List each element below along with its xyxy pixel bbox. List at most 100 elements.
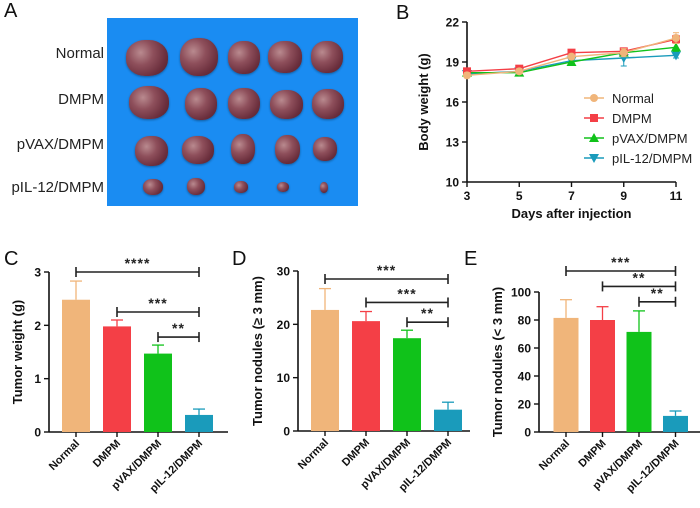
tumor-nodule [231, 134, 255, 164]
x-tick-label: 9 [620, 189, 627, 203]
legend-label: DMPM [612, 111, 652, 126]
marker-triangle-up [566, 57, 577, 66]
legend-label: pVAX/DMPM [612, 131, 688, 146]
significance-label: **** [125, 255, 151, 271]
chart-b: 10 13 16 19 22 3 5 7 9 11 Days after injection Body… [416, 16, 692, 222]
panel-letter-d: D [232, 248, 247, 270]
marker-square [590, 114, 598, 122]
tumor-nodule [126, 40, 168, 76]
bar-pvax-dmpm [393, 338, 421, 431]
y-tick-label: 3 [34, 266, 41, 280]
marker-triangle-down [589, 154, 599, 163]
row-label-pil12: pIL-12/DMPM [11, 179, 104, 196]
y-tick-label: 60 [518, 342, 532, 356]
significance-label: *** [611, 254, 630, 270]
x-tick-label: DMPM [340, 437, 372, 469]
marker-circle [515, 67, 524, 76]
y-tick-label: 10 [446, 176, 460, 190]
significance-label: ** [421, 305, 434, 321]
marker-circle [619, 48, 628, 57]
y-tick-label: 80 [518, 314, 532, 328]
tumor-nodule [311, 41, 343, 73]
x-tick-label: Normal [537, 438, 572, 473]
tumor-nodule [228, 88, 260, 119]
tumor-nodule [275, 135, 300, 164]
panel-letter-a: A [4, 0, 18, 22]
y-tick-label: 0 [524, 426, 531, 440]
marker-circle [590, 94, 598, 102]
bar-dmpm [352, 321, 380, 431]
marker-circle [672, 34, 680, 42]
row-label-normal: Normal [55, 45, 104, 62]
bar-dmpm [590, 320, 615, 432]
x-tick-label: 5 [516, 189, 523, 203]
marker-circle [567, 52, 576, 61]
y-tick-label: 20 [518, 398, 532, 412]
bar-normal [311, 309, 339, 431]
y-axis-label: Tumor nodules (< 3 mm) [490, 287, 505, 437]
row-label-dmpm: DMPM [58, 91, 104, 108]
bar-pil-12-dmpm [663, 415, 688, 432]
y-tick-label: 0 [283, 425, 290, 439]
significance-label: ** [172, 320, 185, 336]
y-tick-label: 0 [34, 426, 41, 440]
tumor-nodule [312, 89, 344, 119]
tumor-nodule [268, 41, 302, 73]
bar-normal [62, 299, 90, 432]
tumor-nodule [234, 181, 248, 193]
y-tick-label: 2 [34, 319, 41, 333]
y-tick-label: 40 [518, 370, 532, 384]
bar-pvax-dmpm [626, 331, 652, 432]
x-tick-label: 3 [464, 189, 471, 203]
y-tick-label: 16 [446, 96, 460, 110]
tumor-nodule [270, 90, 303, 119]
marker-triangle-down [671, 51, 681, 61]
y-axis-label: Tumor nodules (≥ 3 mm) [250, 276, 265, 426]
y-tick-label: 1 [34, 372, 41, 386]
chart-e: 0 20 40 60 80 100 Tumor nodules (< 3 mm) Normal… [490, 254, 700, 495]
bar-pil-12-dmpm [434, 409, 462, 431]
y-axis-label: Tumor weight (g) [10, 300, 25, 404]
tumor-nodule [228, 41, 260, 74]
marker-triangle-up [589, 133, 599, 142]
bar-pvax-dmpm [144, 353, 172, 432]
tumor-nodule [182, 136, 214, 164]
tumor-nodule [180, 38, 218, 76]
panel-letter-b: B [396, 2, 410, 24]
panel-letter-c: C [4, 248, 19, 270]
panel-letter-e: E [464, 248, 478, 270]
x-tick-label: 11 [670, 189, 683, 203]
y-tick-label: 100 [511, 286, 531, 300]
bar-dmpm [103, 326, 131, 432]
significance-label: *** [148, 295, 167, 311]
bar-pil-12-dmpm [185, 414, 213, 432]
tumor-nodule [320, 182, 328, 193]
tumor-nodule [129, 86, 169, 119]
tumor-nodule [143, 179, 163, 195]
y-tick-label: 20 [277, 318, 291, 332]
y-tick-label: 22 [446, 16, 460, 30]
y-tick-label: 10 [277, 371, 291, 385]
x-tick-label: Normal [296, 437, 331, 472]
significance-label: *** [397, 285, 416, 301]
significance-label: ** [651, 285, 664, 301]
x-axis-label: Days after injection [512, 206, 632, 221]
legend-label: pIL-12/DMPM [612, 151, 692, 166]
y-tick-label: 30 [277, 265, 291, 279]
legend: Normal DMPM pVAX/DMPM pIL-12/DMPM [584, 91, 692, 166]
y-axis-label: Body weight (g) [416, 53, 431, 151]
row-label-pvax: pVAX/DMPM [16, 136, 104, 153]
tumor-nodule [185, 88, 217, 120]
significance-label: *** [377, 262, 396, 278]
y-tick-label: 13 [446, 136, 460, 150]
marker-circle [463, 71, 471, 80]
legend-label: Normal [612, 91, 654, 106]
x-tick-label: 7 [568, 189, 575, 203]
tumor-nodule [313, 137, 337, 161]
x-tick-label: DMPM [576, 438, 608, 470]
tumor-nodule [187, 178, 205, 195]
series-normal [463, 32, 680, 80]
